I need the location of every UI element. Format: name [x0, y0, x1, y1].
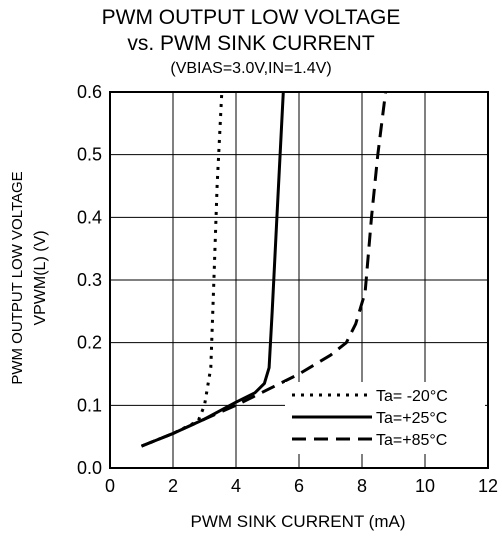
- y-axis-label-line2: VPWM(L) (V): [32, 230, 49, 325]
- y-axis-label-group: PWM OUTPUT LOW VOLTAGE: [9, 171, 26, 384]
- y-tick-label: 0.4: [77, 207, 102, 227]
- legend-label: Ta=+85°C: [376, 432, 447, 449]
- y-tick-label: 0.2: [77, 333, 102, 353]
- x-tick-label: 0: [105, 476, 115, 496]
- y-tick-label: 0.3: [77, 270, 102, 290]
- y-tick-label: 0.0: [77, 458, 102, 478]
- x-tick-label: 6: [294, 476, 304, 496]
- legend-label: Ta=+25°C: [376, 410, 447, 427]
- series-line: [142, 92, 222, 446]
- y-tick-label: 0.1: [77, 395, 102, 415]
- y-axis-label-line1: PWM OUTPUT LOW VOLTAGE: [9, 171, 26, 384]
- legend-label: Ta= -20°C: [376, 388, 448, 405]
- y-axis-label-group-2: VPWM(L) (V): [32, 230, 49, 325]
- x-tick-label: 8: [357, 476, 367, 496]
- x-tick-label: 4: [231, 476, 241, 496]
- x-tick-label: 2: [168, 476, 178, 496]
- y-tick-label: 0.5: [77, 145, 102, 165]
- y-tick-label: 0.6: [77, 82, 102, 102]
- legend: Ta= -20°C Ta=+25°C Ta=+85°C: [285, 382, 485, 454]
- series-line: [142, 92, 284, 446]
- x-axis-label: PWM SINK CURRENT (mA): [190, 512, 405, 531]
- x-tick-label: 12: [478, 476, 498, 496]
- x-tick-label: 10: [415, 476, 435, 496]
